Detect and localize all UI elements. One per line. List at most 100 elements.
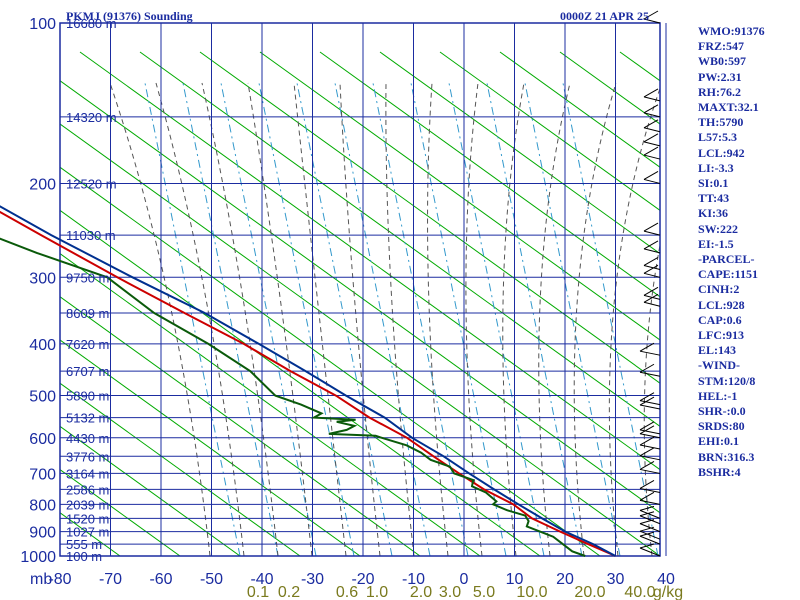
moist-adiabat	[155, 82, 245, 556]
dry-adiabat	[439, 51, 660, 212]
height-label: 16680 m	[66, 16, 117, 31]
x-tick-label: -30	[301, 571, 324, 588]
mixing-ratio-label: 1.0	[366, 584, 388, 600]
profile-line-0	[0, 210, 616, 557]
y-tick-label: 600	[29, 431, 56, 448]
index-item: BSHR:4	[698, 464, 741, 479]
index-item: WMO:91376	[698, 24, 765, 38]
station-title: PKMJ (91376) Sounding	[66, 9, 193, 23]
wind-barbs	[639, 10, 661, 557]
wind-barb-flag	[639, 505, 655, 511]
dry-adiabat	[60, 425, 241, 556]
wind-barb	[639, 499, 661, 505]
wind-barb	[639, 535, 661, 545]
index-item: LCL:942	[698, 145, 745, 160]
mixing-ratio-line	[448, 82, 545, 556]
wind-barb	[643, 178, 661, 184]
index-item: SHR-:0.0	[698, 404, 746, 419]
plot-area	[60, 51, 660, 556]
mixing-ratio-line	[182, 82, 279, 556]
dry-adiabat	[79, 51, 660, 471]
x-tick-label: -70	[99, 571, 122, 588]
x-tick-label: 20	[556, 571, 574, 588]
mixing-ratio-label: 40.0	[624, 584, 655, 600]
wind-barb	[639, 487, 661, 493]
moist-adiabat	[339, 82, 381, 556]
index-item: PW:2.31	[698, 69, 742, 84]
wind-barb	[639, 468, 661, 474]
wind-barb-flag	[643, 133, 659, 143]
dry-adiabat	[379, 51, 660, 255]
wind-barb-flag	[643, 257, 659, 266]
height-label: 14320 m	[66, 110, 117, 125]
wind-barb	[643, 112, 661, 118]
moist-adiabat	[573, 82, 617, 556]
mixing-ratio-label: 2.0	[410, 584, 432, 600]
wind-barb-flag	[639, 436, 655, 446]
plot-frame	[59, 22, 661, 557]
dry-adiabat	[60, 166, 601, 556]
y-tick-label: 900	[29, 525, 56, 542]
index-item: L57:5.3	[698, 130, 737, 145]
dry-adiabat	[499, 51, 660, 168]
height-label: 555 m	[66, 537, 102, 552]
mixing-ratio-label: 0.1	[247, 584, 269, 600]
dry-adiabat	[60, 382, 301, 556]
wind-barb-flag	[639, 531, 655, 537]
moist-adiabat	[608, 87, 660, 556]
wind-barb-flag	[643, 104, 659, 114]
moist-adiabat	[465, 82, 483, 556]
wind-barb-flag	[639, 421, 655, 431]
index-item: LCL:928	[698, 297, 745, 312]
index-item: EI:-1.5	[698, 236, 734, 251]
mixing-ratio-line	[296, 82, 393, 556]
height-label: 6707 m	[66, 364, 109, 379]
height-label: 4430 m	[66, 431, 109, 446]
x-tick-label: -60	[149, 571, 172, 588]
index-item: HEL:-1	[698, 388, 738, 403]
moist-adiabat	[427, 82, 449, 556]
wind-barb-flag	[643, 146, 659, 156]
wind-barb-flag	[639, 491, 655, 501]
index-item: STM:120/8	[698, 373, 756, 388]
wind-barb-flag	[643, 88, 659, 98]
x-tick-label: -50	[200, 571, 223, 588]
height-label: 7620 m	[66, 337, 109, 352]
wind-barb-flag	[639, 363, 655, 373]
index-item: FRZ:547	[698, 39, 744, 54]
x-tick-label: 0	[460, 571, 469, 588]
dry-adiabat	[60, 468, 181, 556]
wind-barb-flag	[639, 526, 655, 532]
mixing-ratio-label: 5.0	[473, 584, 495, 600]
wind-barb	[643, 127, 661, 133]
height-label: 2039 m	[66, 497, 109, 512]
wind-barb	[639, 455, 661, 461]
index-item: EHI:0.1	[698, 434, 740, 449]
profile-line-1	[0, 205, 616, 557]
index-item: TH:5790	[698, 115, 744, 130]
wind-barb-flag	[639, 396, 655, 406]
wind-barb	[643, 141, 661, 147]
y-tick-label: 100	[29, 16, 56, 33]
wind-barb	[643, 272, 661, 278]
y-tick-label: 200	[29, 176, 56, 193]
wind-barb-flag	[643, 10, 659, 20]
x-tick-label: -40	[250, 571, 273, 588]
index-item: SI:0.1	[698, 176, 729, 191]
height-label: 5132 m	[66, 411, 109, 426]
wind-barb-flag	[639, 342, 655, 352]
index-item: LFC:913	[698, 328, 744, 343]
dry-adiabat	[259, 51, 660, 341]
index-item: WB0:597	[698, 54, 746, 69]
height-label: 2586 m	[66, 482, 109, 497]
moist-adiabat	[247, 82, 313, 556]
dry-adiabat	[199, 51, 660, 384]
y-tick-label: 400	[29, 337, 56, 354]
wind-barb	[643, 264, 661, 270]
index-item: MAXT:32.1	[698, 100, 759, 115]
wind-barb	[639, 371, 661, 377]
wind-barb	[639, 444, 661, 450]
wind-barb	[639, 433, 661, 439]
height-label: 100 m	[66, 549, 102, 564]
